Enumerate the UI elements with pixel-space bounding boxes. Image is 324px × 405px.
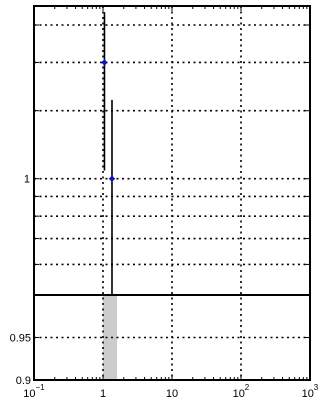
x-tick-label-exponent: 3 [314,383,319,392]
bottom-y-tick-label: 0.95 [10,333,31,345]
grid-layer [34,6,310,380]
data-layer [101,12,116,295]
x-tick-label: 1 [100,388,106,400]
x-tick-label: 10 [166,388,178,400]
plot-frame [33,5,311,381]
bottom-y-tick-label: 0.9 [16,375,31,387]
x-tick-label: 10 [233,388,245,400]
top-y-tick-label: 1 [24,174,30,186]
bottom-band-layer [103,295,118,380]
data-point [101,59,108,66]
x-tick-label: 10 [23,388,35,400]
x-tick-label-exponent: 2 [245,383,250,392]
bottom-band [103,295,118,380]
x-tick-label-exponent: −1 [36,383,46,392]
x-tick-label: 10 [302,388,314,400]
data-point [108,175,116,182]
